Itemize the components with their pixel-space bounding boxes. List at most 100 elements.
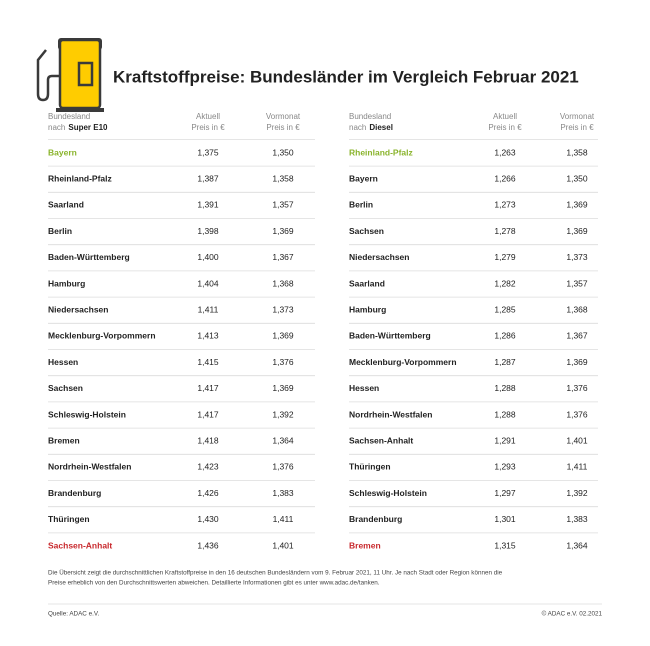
state-name: Hessen	[349, 383, 379, 393]
column-header: Vormonat	[560, 112, 595, 121]
title: Kraftstoffpreise: Bundesländer im Vergle…	[113, 67, 579, 86]
state-name: Sachsen-Anhalt	[48, 540, 112, 550]
state-name: Hessen	[48, 357, 78, 367]
previous-price: 1,369	[566, 357, 588, 367]
state-name: Niedersachsen	[48, 304, 108, 314]
current-price: 1,282	[494, 278, 516, 288]
previous-price: 1,357	[566, 278, 588, 288]
previous-price: 1,411	[273, 514, 294, 524]
previous-price: 1,373	[566, 252, 588, 262]
previous-price: 1,357	[272, 200, 294, 210]
state-name: Saarland	[349, 278, 385, 288]
current-price: 1,263	[494, 147, 516, 157]
column-header: nach Super E10	[48, 123, 108, 132]
previous-price: 1,369	[272, 383, 294, 393]
previous-price: 1,383	[566, 514, 588, 524]
previous-price: 1,376	[272, 462, 294, 472]
state-name: Hamburg	[48, 278, 85, 288]
previous-price: 1,401	[566, 435, 588, 445]
current-price: 1,301	[494, 514, 516, 524]
state-name: Schleswig-Holstein	[349, 488, 427, 498]
header-fuel: Super E10	[68, 123, 108, 132]
state-name: Hamburg	[349, 304, 386, 314]
current-price: 1,293	[494, 462, 516, 472]
state-name: Sachsen-Anhalt	[349, 435, 413, 445]
previous-price: 1,411	[567, 462, 588, 472]
state-name: Rheinland-Pfalz	[349, 147, 413, 157]
state-name: Brandenburg	[48, 488, 101, 498]
previous-price: 1,401	[272, 540, 294, 550]
current-price: 1,288	[494, 409, 516, 419]
current-price: 1,387	[197, 173, 219, 183]
previous-price: 1,383	[272, 488, 294, 498]
current-price: 1,273	[494, 200, 516, 210]
state-name: Berlin	[48, 226, 72, 236]
state-name: Nordrhein-Westfalen	[48, 462, 131, 472]
previous-price: 1,367	[566, 331, 588, 341]
state-name: Bayern	[48, 147, 77, 157]
header-prefix: nach	[349, 123, 366, 132]
column-header: Preis in €	[488, 123, 522, 132]
current-price: 1,291	[494, 435, 516, 445]
previous-price: 1,373	[272, 304, 294, 314]
state-name: Baden-Württemberg	[48, 252, 130, 262]
column-header: Preis in €	[560, 123, 594, 132]
column-header: Aktuell	[493, 112, 517, 121]
previous-price: 1,376	[272, 357, 294, 367]
state-name: Baden-Württemberg	[349, 331, 431, 341]
previous-price: 1,376	[566, 383, 588, 393]
previous-price: 1,369	[566, 200, 588, 210]
state-name: Sachsen	[48, 383, 83, 393]
state-name: Niedersachsen	[349, 252, 409, 262]
current-price: 1,404	[197, 278, 219, 288]
current-price: 1,279	[494, 252, 516, 262]
current-price: 1,297	[494, 488, 516, 498]
current-price: 1,426	[197, 488, 219, 498]
current-price: 1,411	[198, 304, 219, 314]
previous-price: 1,364	[566, 540, 588, 550]
current-price: 1,391	[197, 200, 219, 210]
fuel-pump-icon	[36, 38, 104, 112]
previous-price: 1,358	[272, 173, 294, 183]
previous-price: 1,369	[566, 226, 588, 236]
previous-price: 1,350	[272, 147, 294, 157]
previous-price: 1,350	[566, 173, 588, 183]
previous-price: 1,358	[566, 147, 588, 157]
previous-price: 1,376	[566, 409, 588, 419]
header-fuel: Diesel	[369, 123, 393, 132]
state-name: Schleswig-Holstein	[48, 409, 126, 419]
state-name: Berlin	[349, 200, 373, 210]
current-price: 1,400	[197, 252, 219, 262]
state-name: Thüringen	[349, 462, 391, 472]
state-name: Saarland	[48, 200, 84, 210]
current-price: 1,288	[494, 383, 516, 393]
footnote: Die Übersicht zeigt die durchschnittlich…	[48, 569, 503, 577]
current-price: 1,398	[197, 226, 219, 236]
state-name: Bremen	[48, 435, 80, 445]
current-price: 1,287	[494, 357, 516, 367]
current-price: 1,375	[197, 147, 219, 157]
current-price: 1,413	[197, 331, 219, 341]
current-price: 1,286	[494, 331, 516, 341]
previous-price: 1,368	[566, 304, 588, 314]
current-price: 1,423	[197, 462, 219, 472]
previous-price: 1,368	[272, 278, 294, 288]
previous-price: 1,369	[272, 226, 294, 236]
previous-price: 1,369	[272, 331, 294, 341]
column-header: Aktuell	[196, 112, 220, 121]
state-name: Mecklenburg-Vorpommern	[349, 357, 457, 367]
column-header: nach Diesel	[349, 123, 393, 132]
current-price: 1,315	[494, 540, 516, 550]
state-name: Bayern	[349, 173, 378, 183]
column-header: Vormonat	[266, 112, 301, 121]
state-name: Mecklenburg-Vorpommern	[48, 331, 156, 341]
source: Quelle: ADAC e.V.	[48, 611, 99, 618]
state-name: Nordrhein-Westfalen	[349, 409, 432, 419]
current-price: 1,430	[197, 514, 219, 524]
current-price: 1,266	[494, 173, 516, 183]
current-price: 1,436	[197, 540, 219, 550]
column-header: Preis in €	[191, 123, 225, 132]
state-name: Bremen	[349, 540, 381, 550]
previous-price: 1,392	[566, 488, 588, 498]
